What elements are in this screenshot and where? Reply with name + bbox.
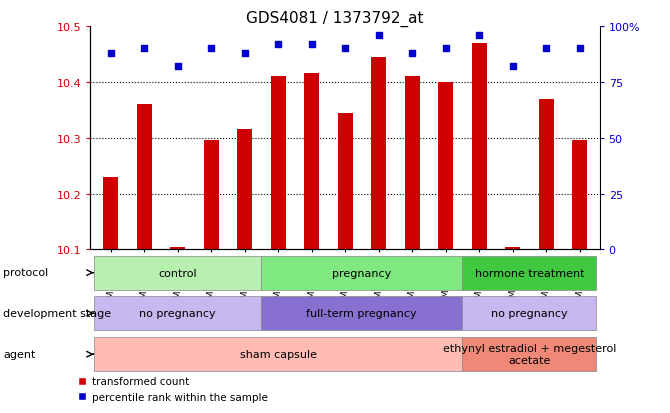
Point xyxy=(273,41,283,48)
Bar xyxy=(304,74,319,250)
FancyBboxPatch shape xyxy=(462,256,596,290)
Bar xyxy=(170,247,185,250)
Bar xyxy=(237,130,252,250)
Point xyxy=(507,64,518,70)
Point xyxy=(440,46,451,52)
FancyBboxPatch shape xyxy=(462,337,596,371)
Text: hormone treatment: hormone treatment xyxy=(474,268,584,278)
Bar xyxy=(338,113,352,250)
Text: GDS4081 / 1373792_at: GDS4081 / 1373792_at xyxy=(247,10,423,26)
Point xyxy=(239,50,250,57)
Text: ethynyl estradiol + megesterol
acetate: ethynyl estradiol + megesterol acetate xyxy=(443,344,616,365)
FancyBboxPatch shape xyxy=(94,256,261,290)
Bar xyxy=(103,177,118,250)
Point xyxy=(541,46,551,52)
Bar xyxy=(539,100,553,250)
FancyBboxPatch shape xyxy=(94,337,462,371)
Point xyxy=(373,33,384,39)
FancyBboxPatch shape xyxy=(462,297,596,330)
Text: agent: agent xyxy=(3,349,36,359)
Bar xyxy=(271,77,285,250)
Point xyxy=(340,46,350,52)
Point xyxy=(574,46,585,52)
Bar xyxy=(505,247,520,250)
Bar xyxy=(137,105,151,250)
Text: development stage: development stage xyxy=(3,309,111,318)
FancyBboxPatch shape xyxy=(261,297,462,330)
Text: no pregnancy: no pregnancy xyxy=(491,309,567,318)
Point xyxy=(407,50,417,57)
Point xyxy=(172,64,183,70)
Point xyxy=(139,46,149,52)
Bar xyxy=(405,77,419,250)
Point xyxy=(105,50,116,57)
Point xyxy=(474,33,484,39)
Point xyxy=(206,46,216,52)
Text: sham capsule: sham capsule xyxy=(240,349,316,359)
Text: no pregnancy: no pregnancy xyxy=(139,309,216,318)
Text: control: control xyxy=(158,268,197,278)
FancyBboxPatch shape xyxy=(94,297,261,330)
Bar xyxy=(371,57,386,250)
FancyBboxPatch shape xyxy=(261,256,462,290)
Text: full-term pregnancy: full-term pregnancy xyxy=(306,309,417,318)
Bar xyxy=(204,141,218,250)
Legend: transformed count, percentile rank within the sample: transformed count, percentile rank withi… xyxy=(72,372,272,406)
Bar xyxy=(472,43,486,250)
Text: protocol: protocol xyxy=(3,268,49,278)
Point xyxy=(306,41,317,48)
Bar xyxy=(438,83,453,250)
Bar xyxy=(572,141,587,250)
Text: pregnancy: pregnancy xyxy=(332,268,391,278)
